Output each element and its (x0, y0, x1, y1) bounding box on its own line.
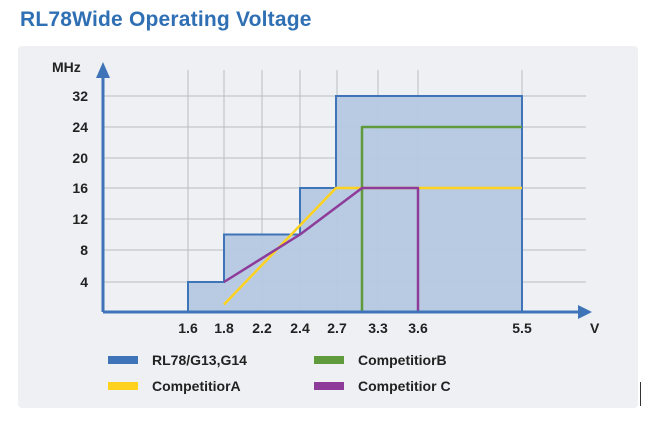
legend-item: Competitior C (314, 378, 451, 394)
x-axis-unit: V (590, 320, 600, 336)
x-tick-label: 2.2 (252, 320, 272, 336)
x-tick-label: 3.6 (408, 320, 428, 336)
y-tick-label: 16 (72, 180, 88, 196)
series-line (360, 125, 522, 312)
x-tick-label: 5.5 (512, 320, 532, 336)
x-tick-label: 1.8 (214, 320, 234, 336)
y-tick-label: 32 (72, 88, 88, 104)
legend-item: CompetitiorA (108, 378, 241, 394)
series-line (223, 186, 420, 312)
text-cursor (640, 382, 643, 406)
legend-label: CompetitiorA (152, 378, 241, 394)
series-areas (187, 95, 523, 313)
y-tick-label: 8 (80, 242, 88, 258)
chart-title: RL78Wide Operating Voltage (20, 8, 312, 31)
y-tick-label: 24 (72, 119, 88, 135)
legend-label: RL78/G13,G14 (152, 352, 247, 368)
legend-swatch (314, 356, 344, 364)
legend-label: CompetitiorB (358, 352, 447, 368)
y-tick-label: 4 (80, 274, 88, 290)
y-axis-unit: MHz (52, 59, 81, 75)
axes (96, 62, 592, 319)
legend-item: CompetitiorB (314, 352, 447, 368)
series-line (223, 186, 522, 306)
series-area (187, 95, 523, 313)
y-tick-label: 20 (72, 150, 88, 166)
legend-swatch (314, 382, 344, 390)
x-axis-arrow (578, 305, 592, 319)
y-tick-label: 12 (72, 211, 88, 227)
legend-swatch (108, 382, 138, 390)
chart-legend: RL78/G13,G14 CompetitiorB CompetitiorA C… (108, 352, 528, 402)
x-tick-label: 1.6 (178, 320, 198, 336)
tick-labels: 4 8 12 16 20 24 32 1.6 1.8 2.2 2.4 2.7 3.3 3.6 5.5 MHz V (52, 59, 600, 336)
series-lines (223, 125, 522, 312)
legend-item: RL78/G13,G14 (108, 352, 247, 368)
legend-label: Competitior C (358, 378, 451, 394)
x-tick-label: 2.4 (290, 320, 310, 336)
x-tick-label: 3.3 (368, 320, 388, 336)
y-axis-arrow (96, 62, 110, 78)
legend-swatch (108, 356, 138, 364)
x-tick-label: 2.7 (327, 320, 347, 336)
